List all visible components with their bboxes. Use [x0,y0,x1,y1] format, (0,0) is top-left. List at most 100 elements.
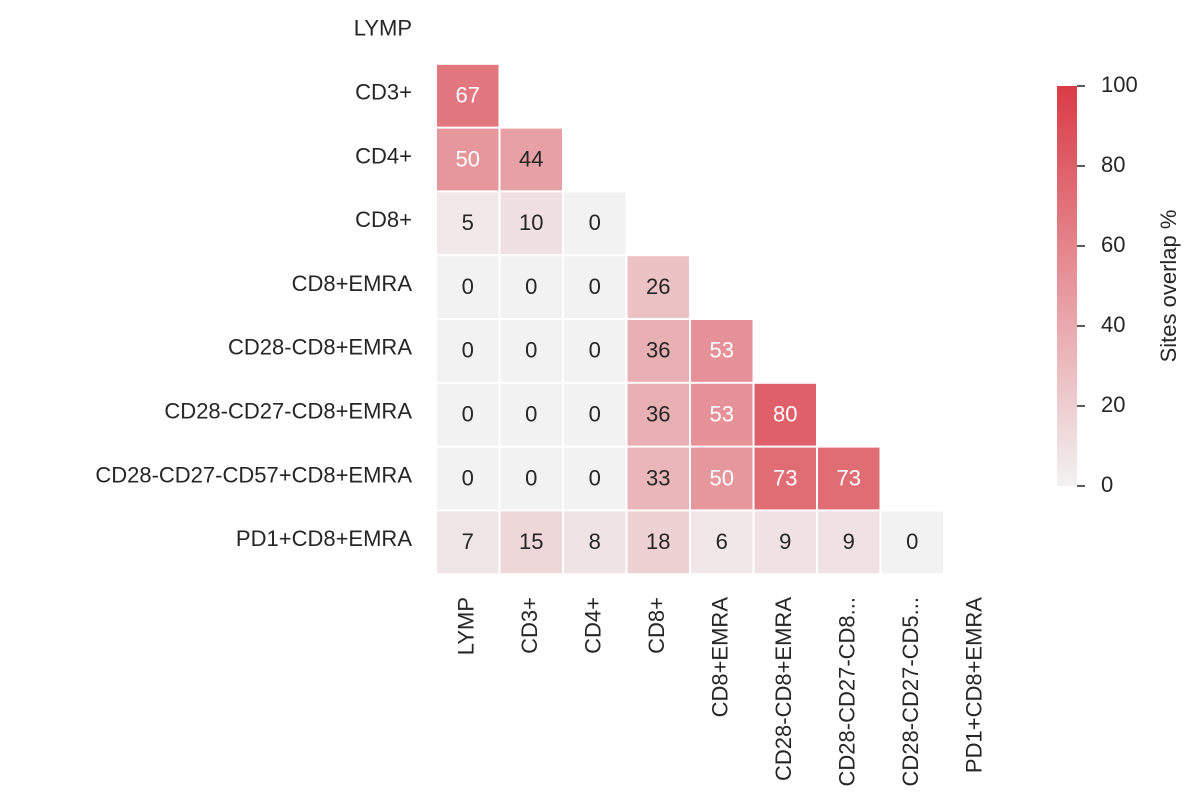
column-label: CD3+ [517,597,542,654]
heatmap-cell [564,256,626,318]
cell-value-label: 50 [710,465,734,490]
cell-value-label: 50 [456,146,480,171]
cell-value-label: 0 [525,338,537,363]
cell-value-label: 0 [906,529,918,554]
heatmap-cell [437,256,499,318]
cell-value-label: 8 [589,529,601,554]
cell-value-label: 0 [589,274,601,299]
colorbar-tick-label: 40 [1101,312,1125,337]
heatmap-cell [818,447,880,510]
cell-value-label: 0 [462,274,474,299]
heatmap-cell [437,320,499,382]
row-label: CD28-CD27-CD57+CD8+EMRA [95,462,412,487]
colorbar-tick-label: 80 [1101,152,1125,177]
cell-value-label: 36 [646,402,670,427]
cell-value-label: 5 [462,210,474,235]
cell-value-label: 18 [646,529,670,554]
row-label: CD8+ [355,207,412,232]
cell-value-label: 33 [646,465,670,490]
cell-value-label: 26 [646,274,670,299]
heatmap-cell [437,64,499,127]
cell-value-label: 36 [646,338,670,363]
cell-value-label: 73 [837,465,861,490]
colorbar-label: Sites overlap % [1156,210,1181,363]
cell-value-label: 0 [525,274,537,299]
column-label: CD8+ [644,597,669,654]
row-label: CD8+EMRA [292,271,413,296]
cell-value-label: 0 [589,210,601,235]
cell-value-label: 9 [779,529,791,554]
row-label: CD3+ [355,80,412,105]
heatmap-cell [500,192,562,255]
column-label: CD28-CD27-CD8... [835,597,860,787]
heatmap-cell [437,511,499,574]
cell-value-label: 73 [773,465,797,490]
colorbar: 0 20 40 60 80 100 Sites overlap % [1057,72,1181,497]
cell-value-label: 0 [462,465,474,490]
heatmap-cell [881,511,943,574]
heatmap-cell [564,447,626,510]
heatmap-cell [818,511,880,574]
heatmap-cell [500,511,562,574]
column-label: CD4+ [581,597,606,654]
heatmap-cell [500,320,562,382]
row-label: PD1+CD8+EMRA [236,526,412,551]
cell-value-label: 0 [589,465,601,490]
heatmap-cell [564,383,626,446]
heatmap-cell [437,447,499,510]
heatmap-cell [564,192,626,255]
heatmap-cell [627,383,689,446]
heatmap-cell [754,511,816,574]
heatmap-cell [691,447,753,510]
cell-value-label: 80 [773,402,797,427]
colorbar-tick-label: 0 [1101,472,1113,497]
heatmap-cell [691,320,753,382]
cell-value-label: 0 [589,402,601,427]
heatmap-cell [564,320,626,382]
column-label: CD28-CD27-CD5... [898,597,923,787]
cell-value-label: 67 [456,83,480,108]
cell-value-label: 15 [519,529,543,554]
column-label: PD1+CD8+EMRA [962,597,987,773]
heatmap-cell [627,320,689,382]
row-label: CD28-CD8+EMRA [228,335,412,360]
cell-value-label: 9 [843,529,855,554]
row-label: CD28-CD27-CD8+EMRA [164,399,412,424]
cell-value-label: 7 [462,529,474,554]
colorbar-ticks: 0 20 40 60 80 100 [1077,72,1138,497]
heatmap-cell [500,447,562,510]
column-labels: LYMP CD3+ CD4+ CD8+ CD8+EMRA CD28-CD8+EMRA CD2… [454,597,987,787]
cell-value-label: 6 [716,529,728,554]
column-label: LYMP [454,597,479,655]
heatmap-cell [627,256,689,318]
colorbar-gradient [1057,86,1077,486]
heatmap-cell [500,256,562,318]
cell-value-label: 0 [589,338,601,363]
row-labels: LYMP CD3+ CD4+ CD8+ CD8+EMRA CD28-CD8+EMRA CD2… [95,16,412,551]
column-label: CD28-CD8+EMRA [771,597,796,781]
cell-value-label: 53 [710,402,734,427]
cell-value-label: 44 [519,146,543,171]
heatmap-cell [627,511,689,574]
column-label: CD8+EMRA [708,597,733,718]
cell-value-label: 0 [525,465,537,490]
heatmap-cell [500,128,562,191]
heatmap-cell [500,383,562,446]
colorbar-tick-label: 100 [1101,72,1138,97]
cell-value-label: 53 [710,338,734,363]
cell-value-label: 10 [519,210,543,235]
row-label: CD4+ [355,143,412,168]
colorbar-tick-label: 60 [1101,232,1125,257]
cell-value-label: 0 [462,338,474,363]
row-label: LYMP [354,16,412,41]
heatmap-cell [437,383,499,446]
heatmap-cell [754,447,816,510]
heatmap-cell [437,192,499,255]
colorbar-tick-label: 20 [1101,392,1125,417]
cell-value-label: 0 [525,402,537,427]
heatmap-cell [437,128,499,191]
heatmap-cell [627,447,689,510]
heatmap-cell [691,383,753,446]
